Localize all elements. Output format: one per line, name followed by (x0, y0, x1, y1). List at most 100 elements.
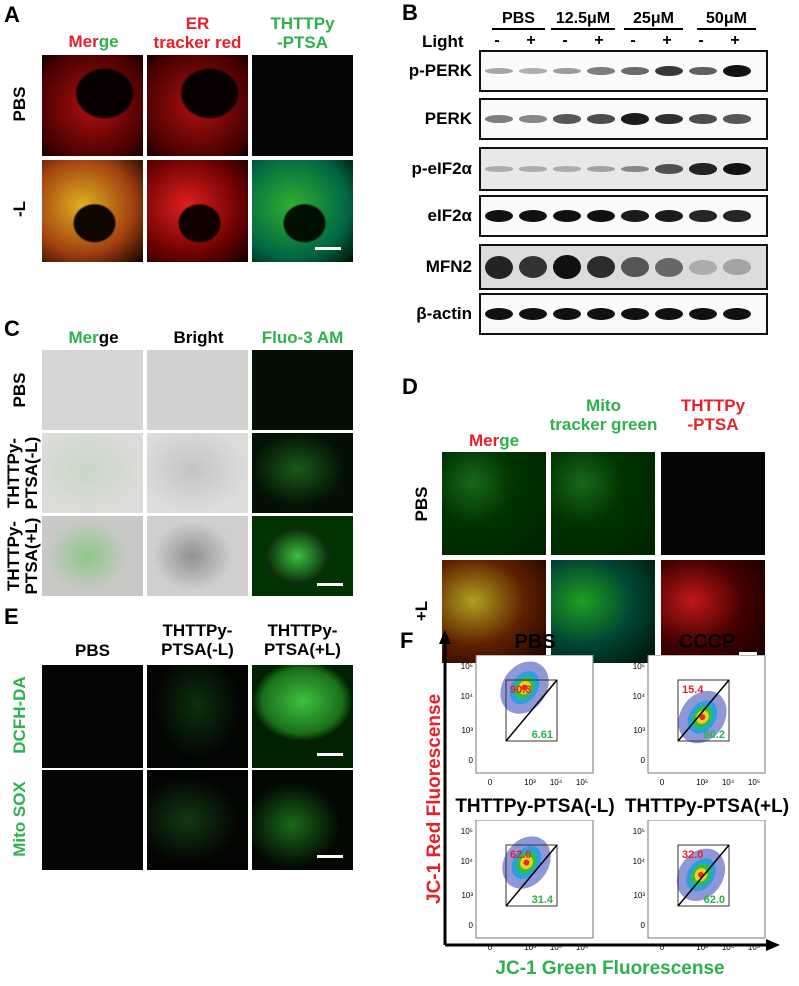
blot-band (689, 210, 717, 222)
a-col-probe: THTTPy -PTSA (250, 14, 355, 52)
blot-band (723, 308, 751, 320)
light-sign: - (494, 32, 500, 49)
blot-band (621, 308, 649, 320)
panel-d-label: D (402, 374, 418, 399)
blot-label: p-eIF2α (411, 159, 472, 178)
light-sign: - (630, 32, 636, 49)
x-tick-label: 10³ (696, 943, 708, 952)
light-sign: + (526, 32, 536, 49)
panel-a-label: A (4, 2, 20, 27)
blot-band (519, 115, 547, 123)
blot-band (519, 68, 547, 74)
e-sox-pbs-image (42, 770, 143, 870)
blot-band (689, 66, 717, 76)
c-col-bright: Bright (173, 328, 224, 347)
blot-band (621, 257, 649, 277)
scale-bar (317, 855, 343, 858)
e-col-minus-l1: THTTPy- (162, 621, 233, 640)
scale-bar (317, 753, 343, 756)
blot-band (553, 166, 581, 172)
blot-band (485, 68, 513, 74)
blot-band (621, 66, 649, 76)
f-axes (439, 630, 780, 951)
e-col-plus: THTTPy- PTSA(+L) (247, 621, 358, 659)
c-pbs-merge-image (42, 350, 143, 430)
c-row-plus-l: THTTPy- PTSA(+L) (4, 517, 41, 595)
blot-band (621, 113, 649, 125)
merge-green-part: Mer (68, 328, 99, 347)
red-gate-percent: 15.4 (682, 684, 704, 696)
blot-label: PERK (424, 109, 472, 128)
gate-diagonal (677, 679, 730, 742)
blot-band (485, 115, 513, 123)
blot-band (655, 308, 683, 320)
flow-title: CCCP (678, 631, 736, 653)
panel-c-label: C (4, 316, 20, 341)
merge-black-part: ge (98, 328, 119, 347)
blot-band (553, 308, 581, 320)
blot-label: MFN2 (425, 257, 472, 276)
y-tick-label: 10³ (633, 891, 645, 900)
scale-bar (315, 247, 341, 250)
blot-band (519, 210, 547, 222)
c-minus-fluo-image (252, 433, 353, 513)
c-minus-bright-image (147, 433, 248, 513)
gate-diagonal (505, 679, 558, 742)
d-row-pbs: PBS (412, 486, 431, 522)
c-plus-merge-image (42, 516, 143, 596)
gate (677, 844, 730, 907)
scale-bar (739, 652, 757, 655)
blot-band (723, 210, 751, 222)
blot-band (723, 114, 751, 124)
x-tick-label: 10⁵ (576, 943, 588, 952)
y-arrowhead (439, 630, 451, 644)
blot-band (519, 308, 547, 320)
blot-band (655, 257, 683, 277)
x-tick-label: 0 (660, 943, 665, 952)
a-col-merge: Merge (42, 32, 145, 51)
b-group-0: PBS (492, 10, 545, 30)
blot-band (621, 210, 649, 222)
d-pbs-merge-image (442, 452, 546, 555)
light-sign: - (698, 32, 704, 49)
a-col-er-l2: tracker red (153, 33, 242, 52)
blot-band (519, 256, 547, 278)
b-group-3: 50μM (697, 10, 756, 30)
c-row-pbs: PBS (10, 372, 29, 408)
light-label: Light (422, 32, 464, 51)
blot-band (587, 255, 615, 279)
blot-band (485, 255, 513, 279)
y-tick-label: 10³ (461, 726, 473, 735)
merge-red-part: Mer (468, 431, 500, 450)
y-tick-label: 10⁴ (461, 857, 474, 866)
blot-band (655, 210, 683, 222)
blot-label: β-actin (416, 304, 472, 323)
a-pbs-er-image (147, 55, 248, 156)
flow-plot: 10⁵ 10⁴ 10³ 0 0 10³ 10⁴ 10⁵ 90.3 6.61 (461, 655, 594, 787)
blot-band (485, 166, 513, 172)
blot-band (485, 308, 513, 320)
c-row-minus-l: THTTPy- PTSA(-L) (4, 436, 41, 510)
d-plus-probe-image (661, 560, 765, 663)
scale-bar (317, 583, 343, 586)
green-gate-percent: 31.4 (532, 894, 554, 906)
blot-β-actin (479, 293, 768, 335)
x-tick-label: 10³ (524, 778, 536, 787)
merge-green-part: ge (499, 431, 520, 450)
blot-band (655, 113, 683, 125)
c-col-merge: Merge (42, 328, 145, 347)
x-tick-label: 10⁴ (550, 778, 563, 787)
d-col-mito-l1: Mito (586, 396, 621, 415)
blot-band (723, 163, 751, 175)
x-tick-label: 10⁵ (748, 778, 760, 787)
blot-band (587, 308, 615, 320)
d-pbs-mito-image (551, 452, 655, 555)
a-pbs-probe-image (252, 55, 353, 156)
red-gate-percent: 90.3 (510, 684, 531, 696)
red-gate-percent: 62.0 (510, 849, 531, 861)
y-tick-label: 10⁴ (633, 857, 646, 866)
e-col-minus-l2: PTSA(-L) (161, 640, 234, 659)
merge-green-part: ge (98, 32, 119, 51)
e-col-minus: THTTPy- PTSA(-L) (142, 621, 253, 659)
